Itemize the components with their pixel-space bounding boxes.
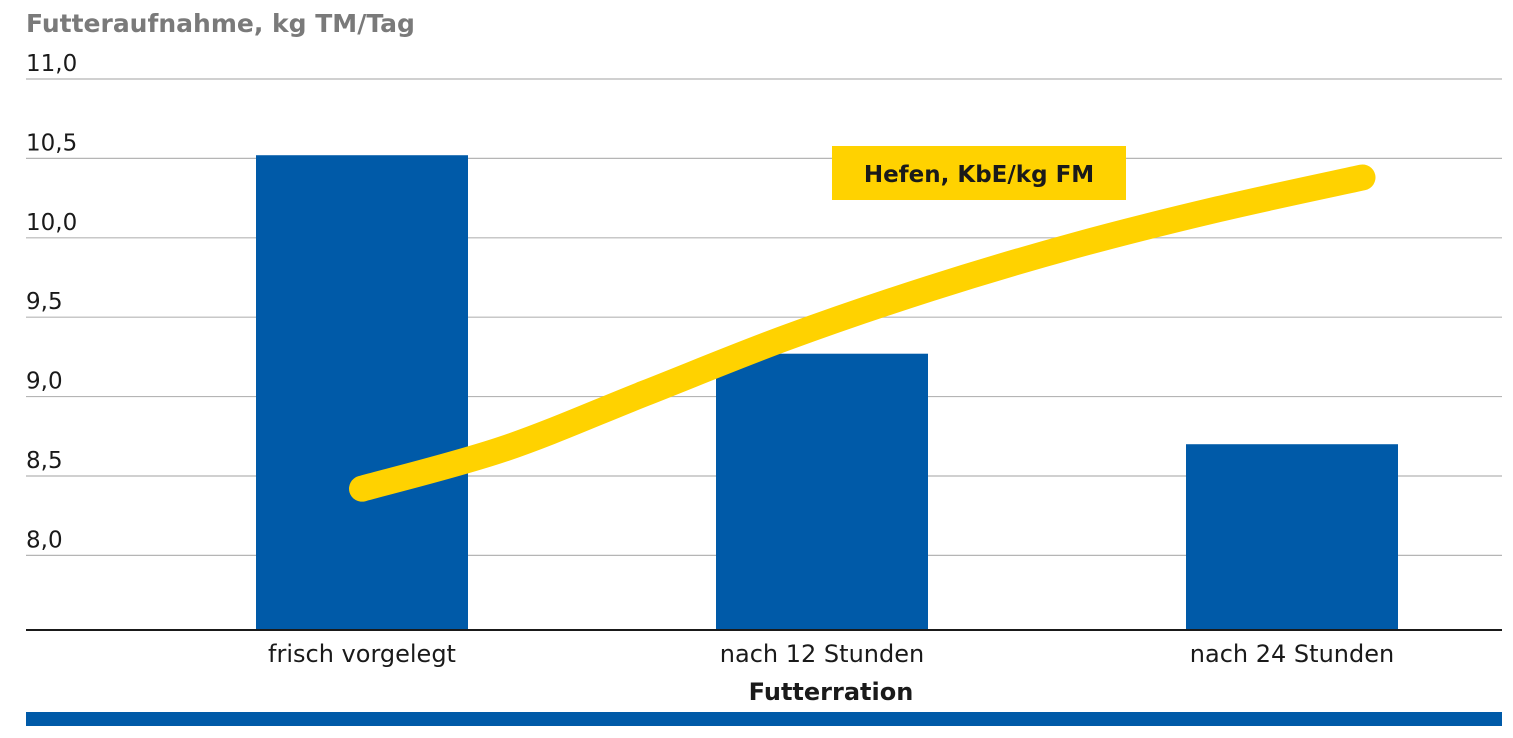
- yeast-trend-line: [349, 164, 1376, 502]
- y-axis-ticks: 11,0 10,5 10,0 9,5 9,0 8,5 8,0: [26, 51, 77, 553]
- bar: [1186, 444, 1398, 630]
- x-category-label: nach 12 Stunden: [720, 640, 924, 668]
- bar: [716, 353, 928, 630]
- footer-band: [26, 712, 1502, 726]
- yeast-line-label-text: Hefen, KbE/kg FM: [864, 162, 1094, 188]
- bars: [256, 155, 1398, 630]
- y-tick-label: 9,5: [26, 289, 63, 315]
- y-tick-label: 10,0: [26, 210, 77, 236]
- y-tick-label: 9,0: [26, 369, 63, 395]
- x-category-label: frisch vorgelegt: [268, 640, 456, 668]
- y-tick-label: 10,5: [26, 130, 77, 156]
- x-category-label: nach 24 Stunden: [1190, 640, 1394, 668]
- y-tick-label: 8,5: [26, 448, 63, 474]
- yeast-line-label-box: [832, 146, 1126, 200]
- bar: [256, 155, 468, 630]
- x-axis-categories: frisch vorgelegt nach 12 Stunden nach 24 S…: [268, 640, 1394, 668]
- y-axis-title: Futteraufnahme, kg TM/Tag: [26, 9, 415, 38]
- y-tick-label: 8,0: [26, 527, 63, 553]
- x-axis-title: Futterration: [749, 678, 914, 706]
- y-tick-label: 11,0: [26, 51, 77, 77]
- yeast-line-label: Hefen, KbE/kg FM: [832, 146, 1126, 200]
